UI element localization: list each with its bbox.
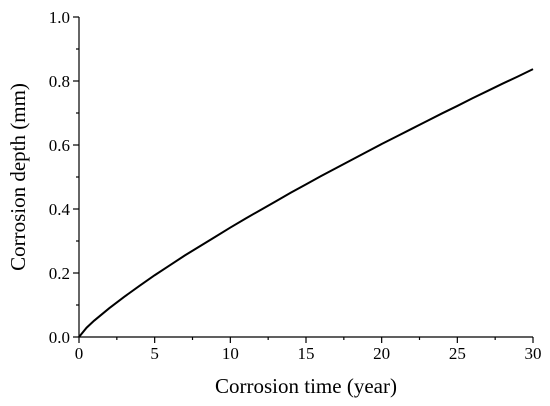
x-tick-label: 25 [449, 344, 466, 363]
x-tick-label: 10 [222, 344, 239, 363]
x-tick-label: 5 [150, 344, 159, 363]
axis-ticks [73, 16, 534, 343]
series-group [78, 68, 534, 338]
y-tick-label: 0.0 [49, 328, 70, 347]
series-line-1 [78, 68, 534, 338]
x-tick-label: 0 [75, 344, 84, 363]
y-tick-label: 0.8 [49, 72, 70, 91]
x-tick-label: 20 [373, 344, 390, 363]
y-axis-label: Corrosion depth (mm) [6, 83, 30, 271]
y-tick-label: 0.4 [49, 200, 71, 219]
x-tick-label: 30 [525, 344, 542, 363]
x-tick-label: 15 [298, 344, 315, 363]
y-tick-label: 1.0 [49, 8, 70, 27]
y-tick-label: 0.2 [49, 264, 70, 283]
x-axis-label: Corrosion time (year) [215, 374, 397, 398]
tick-labels: 0 5 10 15 20 25 30 0.0 0.2 0.4 0.6 0.8 1.0 [49, 8, 542, 363]
y-tick-label: 0.6 [49, 136, 70, 155]
